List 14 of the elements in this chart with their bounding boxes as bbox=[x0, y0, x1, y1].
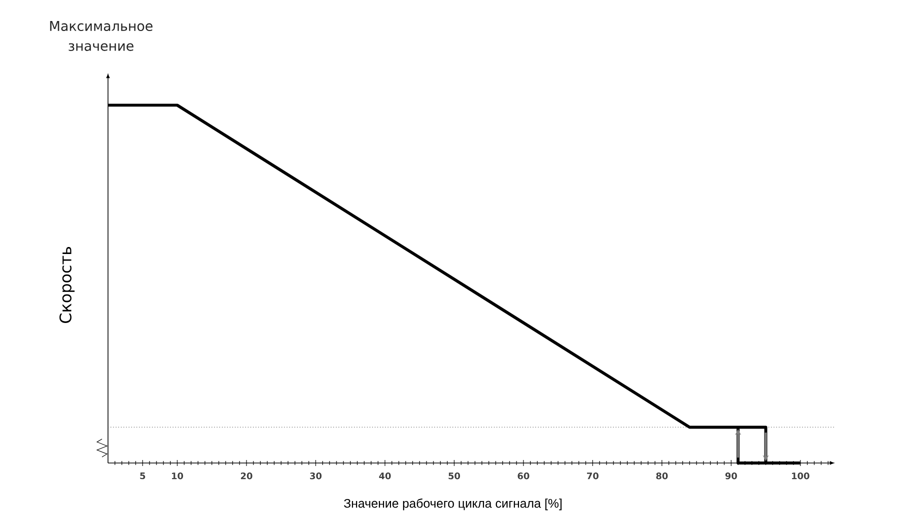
x-tick-label: 100 bbox=[792, 472, 810, 480]
x-tick-label: 90 bbox=[725, 472, 737, 480]
x-tick-label: 50 bbox=[448, 472, 460, 480]
x-axis-title: Значение рабочего цикла сигнала [%] bbox=[344, 498, 562, 510]
text: Максимальное значение bbox=[50, 21, 152, 51]
x-tick-label: 5 bbox=[140, 472, 146, 480]
x-tick-label: 80 bbox=[656, 472, 668, 480]
x-tick-label: 20 bbox=[240, 472, 252, 480]
x-tick-label: 70 bbox=[587, 472, 598, 480]
x-tick-label: 10 bbox=[172, 472, 184, 480]
x-tick-label: 40 bbox=[379, 472, 391, 480]
x-tick-label: 30 bbox=[310, 472, 322, 480]
x-tick-label: 60 bbox=[518, 472, 530, 480]
y-axis-title: Скорость bbox=[59, 247, 75, 324]
